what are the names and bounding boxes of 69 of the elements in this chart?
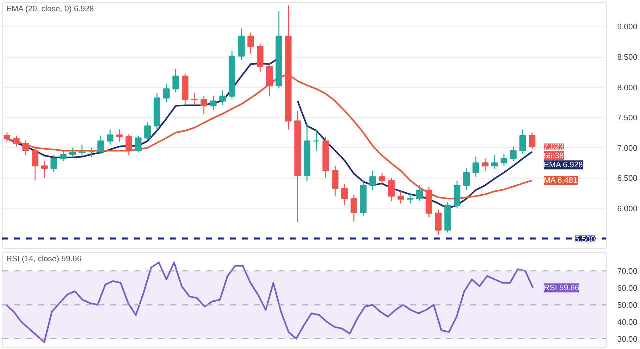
candlestick <box>248 32 254 54</box>
candlestick <box>266 62 274 97</box>
candlestick <box>200 96 208 116</box>
candlestick <box>60 150 67 162</box>
candlestick <box>163 84 170 103</box>
y-tick-label: 7.500 <box>618 114 638 123</box>
candlestick <box>50 154 58 173</box>
candlestick <box>492 154 498 170</box>
candlestick <box>182 74 189 105</box>
chart-title: EMA (20, close, 0) 6.928 <box>6 4 95 14</box>
candlestick <box>426 186 432 218</box>
y-tick-label: 6.000 <box>618 204 638 214</box>
chart-title: RSI (14, close) 59.66 <box>6 254 82 264</box>
candlestick <box>332 166 339 197</box>
candlestick <box>520 129 526 154</box>
candlestick <box>370 170 376 191</box>
candlestick <box>78 144 86 157</box>
y-tick-label: 7.000 <box>618 144 638 153</box>
candlestick <box>32 147 39 182</box>
y-tick-label: 50.00 <box>618 301 638 310</box>
text: EMA 6.928 <box>544 160 584 170</box>
candlestick <box>313 129 320 152</box>
candlestick <box>70 147 76 158</box>
candlestick <box>13 135 20 148</box>
y-tick-label: 40.00 <box>618 318 638 328</box>
y-tick-label: 30.00 <box>618 335 638 344</box>
y-tick-label: 9.000 <box>618 22 638 32</box>
text: 56:38 <box>544 151 565 160</box>
candlestick <box>529 132 536 150</box>
candlestick <box>220 90 226 106</box>
ref-line-label: 5.500 <box>575 234 596 244</box>
candlestick <box>88 147 95 158</box>
y-tick-label: 6.500 <box>618 174 638 184</box>
candlestick <box>116 129 124 142</box>
candlestick <box>172 68 180 93</box>
candlestick <box>144 122 152 142</box>
candlestick <box>22 140 30 156</box>
y-tick-label: 8.500 <box>618 53 638 62</box>
y-tick-label: 8.000 <box>618 83 638 92</box>
candlestick <box>210 96 217 111</box>
candlestick <box>4 132 10 142</box>
candlestick <box>135 135 142 154</box>
candlestick <box>388 178 395 202</box>
candlestick <box>238 28 245 61</box>
candlestick <box>463 168 470 191</box>
candlestick <box>472 156 480 178</box>
line-series <box>6 262 534 344</box>
candlestick <box>257 43 264 73</box>
candlestick <box>454 180 461 210</box>
text: MA 6.481 <box>544 176 578 186</box>
candlestick <box>510 146 517 162</box>
text: 7.023 <box>544 142 565 152</box>
candlestick <box>482 158 489 172</box>
candlestick <box>350 194 358 222</box>
y-tick-label: 60.00 <box>618 284 638 294</box>
y-tick-label: 70.00 <box>618 267 638 276</box>
candlestick <box>398 191 404 204</box>
candlestick <box>107 129 114 146</box>
candlestick <box>41 160 48 179</box>
candlestick <box>407 192 414 204</box>
text: RSI 59.66 <box>544 284 580 293</box>
candlestick <box>435 209 442 236</box>
candlestick <box>191 92 198 106</box>
candlestick <box>126 134 132 156</box>
candlestick <box>500 153 508 167</box>
candlestick <box>98 135 104 154</box>
candlestick <box>341 184 348 206</box>
candlestick <box>416 184 424 202</box>
candlestick <box>378 172 386 186</box>
